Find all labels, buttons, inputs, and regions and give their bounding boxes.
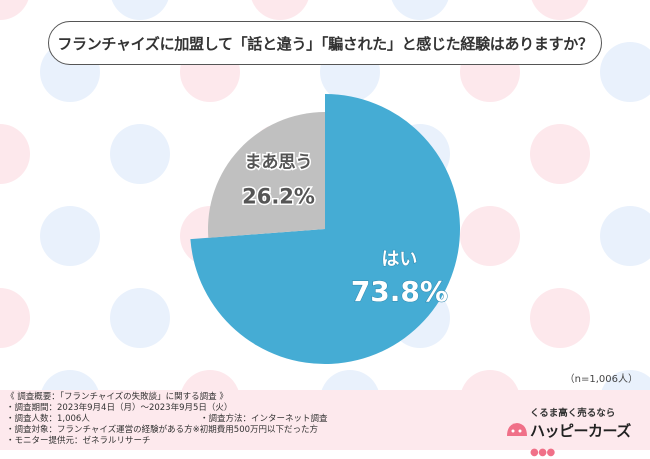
slice-value-label: 73.8%	[351, 275, 448, 308]
background-dot	[111, 0, 169, 20]
survey-overview: 《 調査概要：「フランチャイズの失敗談」に関する調査 》	[6, 392, 228, 402]
background-dot	[600, 206, 650, 266]
slice-label: まあ思う	[245, 152, 313, 172]
background-dot	[531, 0, 589, 20]
background-dot	[251, 0, 309, 20]
background-dot	[530, 288, 590, 348]
pie-chart: はい 73.8% まあ思う 26.2%	[190, 94, 460, 364]
background-dot	[110, 288, 170, 348]
survey-footer	[0, 390, 650, 450]
background-dot	[40, 206, 100, 266]
survey-provider: ・モニター提供元：ゼネラルリサーチ	[6, 436, 151, 446]
logo-tagline: くるま高く売るなら	[530, 408, 616, 419]
background-dot	[530, 124, 590, 184]
car-mascot-icon	[507, 423, 527, 436]
survey-method: ・調査方法：インターネット調査	[200, 414, 328, 424]
pie-slice-1	[208, 111, 325, 238]
survey-period: ・調査期間：2023年9月4日（月）～2023年9月5日（火）	[6, 403, 233, 413]
logo-name: ハッピーカーズ ●●●	[530, 420, 650, 459]
background-dot	[460, 206, 520, 266]
logo-dots: ●●●	[530, 447, 555, 458]
slice-label: はい	[381, 249, 417, 270]
pie-slice-0	[190, 94, 460, 364]
background-dot	[0, 124, 30, 184]
survey-count: ・調査人数：1,006人	[6, 414, 90, 424]
question-title-text: フランチャイズに加盟して「話と違う」「騙された」と感じた経験はありますか？	[57, 34, 593, 53]
background-dot	[110, 124, 170, 184]
background-dot	[391, 0, 449, 20]
background-dot	[0, 288, 30, 348]
background-dot	[0, 0, 29, 20]
question-title: フランチャイズに加盟して「話と違う」「騙された」と感じた経験はありますか？	[48, 21, 602, 65]
sample-size-note: （n=1,006人）	[564, 374, 638, 385]
slice-value-label: 26.2%	[242, 184, 315, 208]
logo-name-text: ハッピーカーズ	[530, 422, 631, 440]
background-dot	[600, 42, 650, 102]
survey-target: ・調査対象：フランチャイズ運営の経験がある方※初期費用500万円以下だった方	[6, 425, 319, 435]
